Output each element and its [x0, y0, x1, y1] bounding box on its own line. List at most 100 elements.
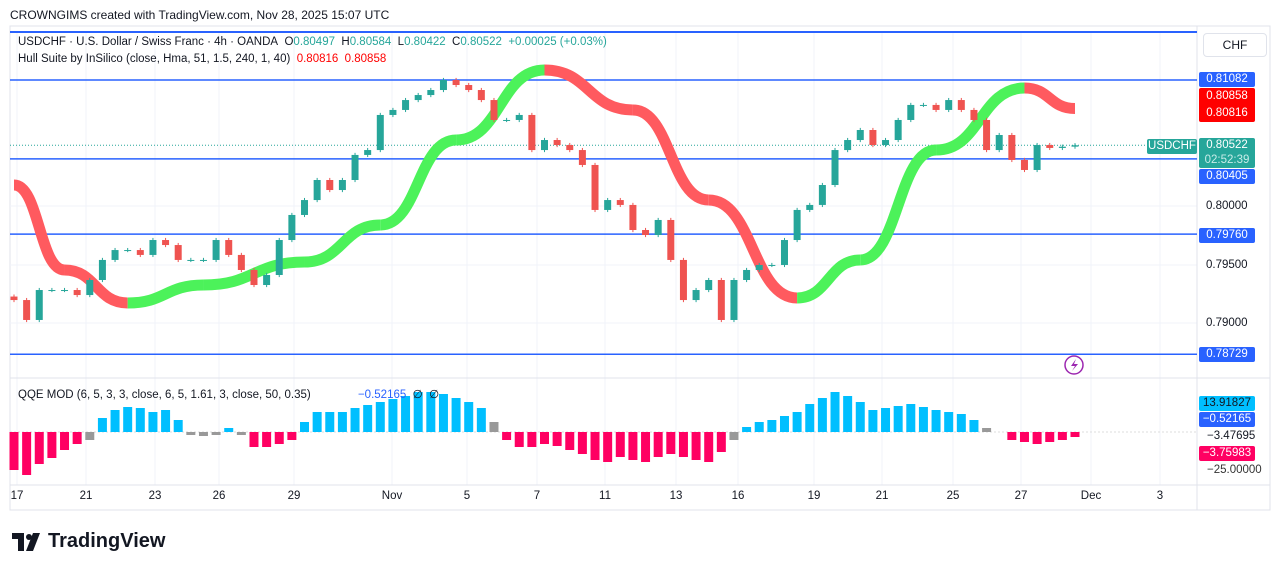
qqe-histogram-bar	[375, 402, 385, 432]
candle-body	[86, 280, 94, 296]
candle-body	[490, 100, 498, 120]
candle-body	[515, 114, 523, 120]
qqe-histogram-bar	[830, 392, 840, 432]
qqe-histogram-bar	[9, 432, 19, 470]
time-tick: 21	[875, 490, 889, 502]
hull-band-segment	[796, 254, 861, 304]
candle-body	[793, 209, 801, 241]
time-tick: 5	[463, 490, 471, 502]
price-tick: 0.79000	[1206, 317, 1248, 329]
qqe-histogram-bar	[1057, 432, 1067, 440]
qqe-histogram-bar	[1070, 432, 1080, 437]
currency-button[interactable]: CHF	[1203, 33, 1267, 57]
qqe-histogram-bar	[47, 432, 57, 458]
open-value: 0.80497	[293, 36, 335, 48]
time-tick: 23	[148, 490, 162, 502]
qqe-histogram-bar	[502, 432, 512, 440]
candle-body	[98, 259, 106, 280]
qqe-histogram-bar	[729, 432, 739, 440]
tradingview-logo-icon	[12, 532, 40, 551]
qqe-histogram-bar	[438, 394, 448, 432]
candle-body	[945, 100, 953, 110]
qqe-histogram-bar	[60, 432, 70, 450]
candle-body	[288, 214, 296, 241]
hull-legend[interactable]: Hull Suite by InSilico (close, Hma, 51, …	[18, 53, 386, 65]
qqe-value: −0.52165	[357, 389, 407, 401]
qqe-histogram-bar	[123, 407, 133, 432]
qqe-histogram-bar	[817, 398, 827, 432]
candle-body	[869, 130, 877, 146]
qqe-histogram-bar	[982, 428, 992, 432]
qqe-histogram-bar	[767, 420, 777, 432]
symbol-tag: USDCHF	[1147, 139, 1197, 154]
candle-body	[402, 100, 410, 110]
qqe-histogram-bar	[262, 432, 272, 447]
candle-body	[894, 119, 902, 141]
hull-band-segment	[379, 134, 457, 231]
candle-body	[768, 264, 776, 266]
bar-countdown: 02:52:39	[1204, 154, 1250, 166]
qqe-tick: −3.47695	[1207, 430, 1256, 442]
qqe-histogram-bar	[691, 432, 701, 460]
high-label: H	[341, 36, 350, 48]
qqe-histogram-bar	[325, 412, 335, 432]
chart-frame	[9, 25, 1271, 511]
qqe-histogram-bar	[173, 420, 183, 432]
qqe-histogram-bar	[666, 432, 676, 454]
qqe-histogram-bar	[34, 432, 44, 464]
qqe-label: QQE MOD (6, 5, 3, 3, close, 6, 5, 1.61, …	[18, 389, 311, 401]
tradingview-logo[interactable]: TradingView	[12, 530, 165, 553]
candle-body	[187, 259, 195, 261]
qqe-histogram-bar	[653, 432, 663, 457]
hull-band-segment	[707, 194, 798, 304]
qqe-histogram-bar	[641, 432, 651, 462]
candle-body	[162, 240, 170, 246]
hull-band-segment	[12, 179, 66, 276]
candle-body	[351, 154, 359, 180]
hull-label-upper: 0.80858	[1206, 90, 1248, 102]
qqe-histogram-bar	[881, 408, 891, 432]
qqe-legend[interactable]: QQE MOD (6, 5, 3, 3, close, 6, 5, 1.61, …	[18, 387, 439, 401]
qqe-histogram-bar	[312, 412, 322, 432]
close-label: C	[452, 36, 461, 48]
qqe-histogram-bar	[363, 405, 373, 432]
time-tick: 26	[212, 490, 226, 502]
candle-body	[1058, 146, 1066, 148]
qqe-histogram-bar	[527, 432, 537, 447]
qqe-histogram-bar	[350, 408, 360, 432]
chart-credit: CROWNGIMS created with TradingView.com, …	[10, 8, 390, 22]
hull-band-segment	[1024, 82, 1076, 115]
candle-body	[263, 274, 271, 286]
candle-body	[907, 104, 915, 120]
candle-body	[23, 300, 31, 320]
candle-body	[667, 219, 675, 260]
qqe-histogram-bar	[704, 432, 714, 462]
candle-body	[250, 269, 258, 286]
level-label: 0.78729	[1199, 347, 1255, 362]
candle-body	[818, 185, 826, 205]
hull-band-segment	[304, 219, 381, 268]
qqe-histogram-bar	[198, 432, 208, 436]
qqe-histogram-bar	[590, 432, 600, 460]
last-price-label: 0.80522 02:52:39	[1199, 138, 1255, 168]
candle-body	[831, 150, 839, 186]
candle-body	[338, 180, 346, 191]
candle-body	[439, 80, 447, 91]
candle-body	[10, 296, 18, 301]
qqe-histogram-bar	[1007, 432, 1017, 440]
qqe-histogram-bar	[552, 432, 562, 446]
candle-body	[212, 240, 220, 260]
qqe-histogram-bar	[287, 432, 297, 440]
qqe-histogram-bar	[249, 432, 259, 447]
low-label: L	[397, 36, 405, 48]
qqe-histogram-bar	[401, 396, 411, 432]
candle-body	[591, 164, 599, 210]
candle-body	[983, 119, 991, 151]
candle-body	[301, 200, 309, 215]
qqe-histogram-bar	[792, 412, 802, 432]
symbol-legend: USDCHF · U.S. Dollar / Swiss Franc · 4h …	[18, 36, 607, 48]
candle-body	[970, 109, 978, 120]
qqe-histogram-bar	[716, 432, 726, 452]
candle-body	[427, 90, 435, 96]
